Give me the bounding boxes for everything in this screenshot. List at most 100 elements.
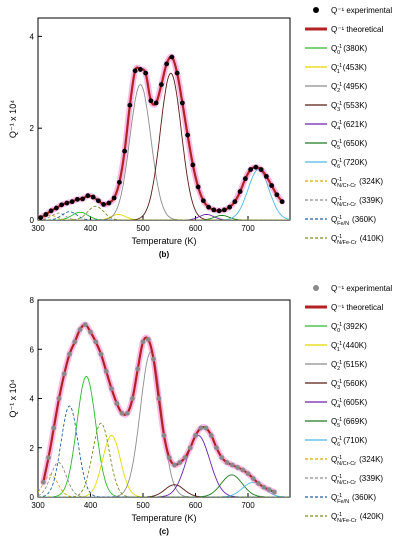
experimental-point [274, 192, 280, 198]
experimental-point [177, 460, 183, 465]
legend-label-peak-8: Q-1 N/Cr-Cr (339K) [331, 474, 383, 486]
experimental-point [40, 479, 46, 485]
peak-curve-9 [38, 211, 290, 220]
peak-curve-2 [38, 84, 290, 220]
peak-curve-10 [38, 422, 290, 497]
peak-curve-3 [38, 72, 290, 220]
experimental-point [111, 195, 117, 201]
experimental-point [193, 433, 198, 438]
experimental-point [245, 471, 251, 477]
legend-label-peak-4: Q-1 4 (605K) [331, 398, 368, 410]
legend-marker-experimental [313, 7, 319, 13]
peak-curve-0 [38, 375, 290, 497]
plot-area [38, 53, 290, 220]
experimental-point [203, 425, 209, 431]
y-tick-label: 6 [30, 345, 35, 354]
experimental-point [182, 455, 188, 460]
x-axis-label: Temperature (K) [131, 236, 196, 246]
experimental-point [224, 460, 230, 465]
chart-b-svg: 300 400 500 600 700 0 2 4 Temperature (K) Q⁻¹ x 1… [8, 6, 392, 259]
experimental-point [48, 208, 54, 214]
experimental-point [187, 445, 193, 451]
experimental-point [190, 162, 196, 168]
experimental-point [172, 462, 177, 468]
experimental-point [232, 199, 238, 205]
peak-curve-6 [38, 169, 290, 220]
legend-label-peak-5: Q-1 5 (650K) [331, 139, 368, 151]
legend-label-peak-2: Q-1 2 (515K) [331, 360, 368, 372]
x-tick-label: 400 [84, 501, 98, 510]
x-tick-label: 300 [31, 224, 45, 233]
y-tick-label: 0 [30, 216, 35, 225]
experimental-point [242, 176, 248, 182]
legend-label-peak-1: Q-1 1 (453K) [331, 63, 367, 75]
experimental-point [248, 167, 254, 172]
legend-label-peak-8: Q-1 N/Cr-Cr (339K) [331, 196, 383, 208]
experimental-point [127, 102, 133, 108]
legend-label-peak-1: Q-1 1 (440K) [331, 341, 367, 353]
experimental-point [258, 167, 264, 172]
experimental-point [271, 489, 277, 495]
legend-label-peak-3: Q-1 3 (553K) [331, 101, 368, 113]
theoretical-curve [40, 55, 283, 219]
experimental-point [161, 433, 167, 438]
experimental-point [166, 455, 172, 460]
experimental-point [109, 386, 114, 392]
legend-label-peak-10: Q-1 N/Fe-Cr (420K) [331, 512, 384, 524]
x-tick-label: 700 [241, 224, 255, 233]
experimental-point [116, 179, 122, 185]
legend-label-peak-9: Q-1 Fe/N (360K) [331, 215, 376, 227]
experimental-point [229, 462, 235, 468]
y-tick-label: 4 [30, 395, 35, 404]
legend-label-peak-7: Q-1 N/Cr-Cr (324K) [331, 177, 383, 189]
experimental-point [51, 425, 57, 431]
legend-label-peak-10: Q-1 N/Fe-Cr (410K) [331, 234, 384, 246]
experimental-point [169, 54, 175, 60]
plot-frame [37, 17, 291, 221]
experimental-point [156, 396, 162, 401]
y-tick-label: 8 [30, 296, 35, 305]
experimental-point [101, 201, 107, 207]
chart-panel-b: 300 400 500 600 700 0 2 4 Temperature (K) Q⁻¹ x 1… [0, 0, 412, 275]
legend-label-theoretical: Q⁻¹ theoretical [331, 25, 383, 34]
experimental-point [211, 207, 217, 213]
experimental-point [153, 100, 159, 106]
legend-label-peak-0: Q-1 0 (392K) [331, 322, 368, 334]
legend-marker-experimental [313, 285, 319, 291]
experimental-point [93, 339, 99, 345]
legend-label-experimental: Q⁻¹ experimental [331, 284, 392, 293]
experimental-point [122, 148, 128, 154]
experimental-point [59, 202, 65, 208]
experimental-point [240, 467, 246, 473]
experimental-point [174, 70, 180, 76]
x-tick-label: 500 [136, 501, 150, 510]
experimental-point [56, 396, 62, 401]
experimental-point [185, 132, 191, 138]
peak-curve-3 [38, 484, 290, 497]
experimental-point [72, 339, 78, 345]
x-axis-label: Temperature (K) [131, 513, 196, 523]
panel-label: (c) [159, 527, 169, 536]
legend-label-peak-4: Q-1 4 (621K) [331, 120, 368, 132]
x-tick-label: 600 [189, 501, 203, 510]
chart-panel-c: 300 400 500 600 700 0 2 4 6 8 Temperature (K) Q⁻¹ x… [0, 275, 412, 550]
x-tick-label: 600 [189, 224, 203, 233]
experimental-point [164, 61, 170, 67]
experimental-point [206, 204, 212, 210]
experimental-point [227, 204, 233, 210]
experimental-point [269, 183, 275, 188]
legend-label-peak-0: Q-1 0 (380K) [331, 44, 368, 56]
y-tick-label: 2 [30, 444, 35, 453]
y-tick-label: 2 [30, 124, 35, 133]
experimental-point [95, 198, 101, 204]
experimental-point [67, 351, 72, 357]
legend-label-peak-6: Q-1 6 (720K) [331, 158, 368, 170]
experimental-point [43, 212, 49, 217]
experimental-point [216, 208, 222, 214]
experimental-point [98, 351, 104, 357]
experimental-point [221, 207, 227, 213]
experimental-point [69, 199, 75, 205]
experimental-point [114, 401, 120, 406]
experimental-point [80, 196, 86, 202]
y-tick-label: 4 [30, 32, 35, 41]
